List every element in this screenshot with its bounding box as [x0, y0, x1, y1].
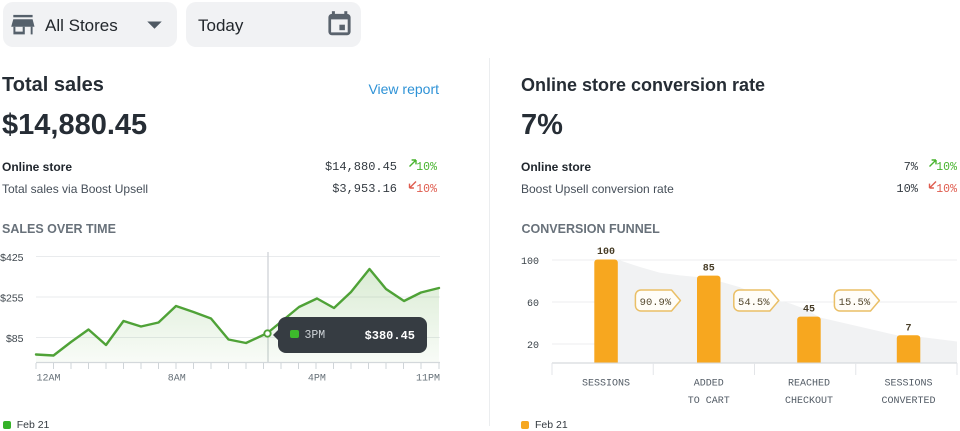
svg-text:TO CART: TO CART — [688, 396, 730, 407]
svg-text:8AM: 8AM — [168, 374, 186, 385]
svg-text:SESSIONS: SESSIONS — [582, 379, 630, 390]
svg-text:90.9%: 90.9% — [640, 297, 672, 309]
svg-text:85: 85 — [703, 264, 715, 275]
svg-text:CONVERTED: CONVERTED — [881, 396, 935, 407]
svg-text:$85: $85 — [6, 333, 24, 345]
svg-text:54.5%: 54.5% — [738, 297, 770, 309]
svg-text:ADDED: ADDED — [694, 379, 724, 390]
svg-text:$425: $425 — [0, 252, 24, 264]
svg-text:7: 7 — [905, 324, 911, 335]
svg-text:11PM: 11PM — [416, 374, 440, 385]
svg-text:45: 45 — [803, 305, 815, 316]
svg-text:12AM: 12AM — [37, 374, 61, 385]
svg-text:100: 100 — [597, 247, 615, 258]
svg-text:100: 100 — [521, 257, 539, 268]
svg-text:20: 20 — [527, 341, 539, 352]
svg-text:4PM: 4PM — [308, 374, 326, 385]
svg-text:15.5%: 15.5% — [839, 297, 871, 309]
svg-text:CHECKOUT: CHECKOUT — [785, 396, 833, 407]
svg-text:SESSIONS: SESSIONS — [884, 379, 932, 390]
svg-text:$255: $255 — [0, 293, 24, 305]
svg-text:REACHED: REACHED — [788, 379, 830, 390]
svg-text:60: 60 — [527, 299, 539, 310]
